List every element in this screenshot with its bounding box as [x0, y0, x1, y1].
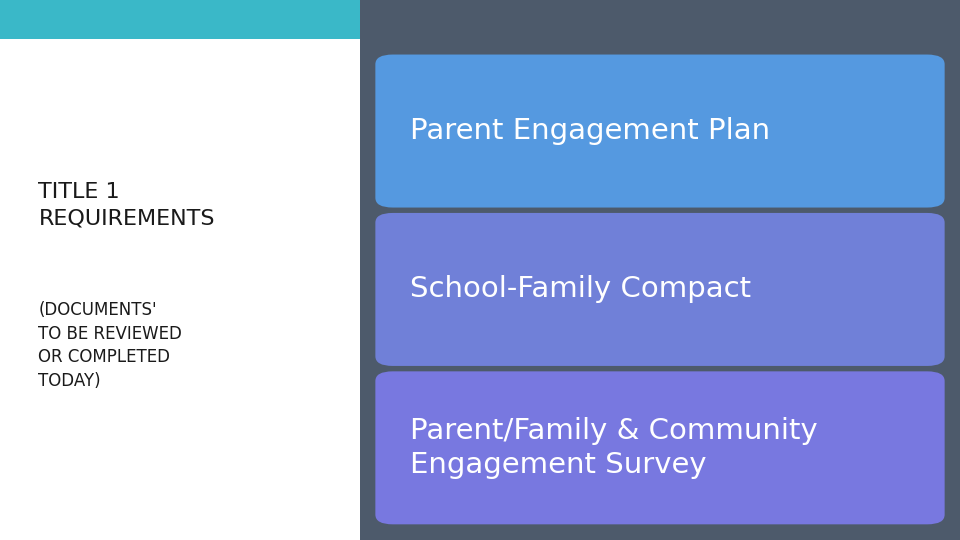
Bar [360, 0, 960, 39]
Text: Parent/Family & Community
Engagement Survey: Parent/Family & Community Engagement Sur… [410, 416, 818, 479]
Text: TITLE 1
REQUIREMENTS: TITLE 1 REQUIREMENTS [38, 182, 215, 228]
FancyBboxPatch shape [375, 372, 945, 524]
Text: Parent Engagement Plan: Parent Engagement Plan [410, 117, 770, 145]
Text: (DOCUMENTS'
TO BE REVIEWED
OR COMPLETED
TODAY): (DOCUMENTS' TO BE REVIEWED OR COMPLETED … [38, 301, 182, 390]
Bar [360, 39, 960, 540]
FancyBboxPatch shape [375, 55, 945, 207]
Bar [0, 0, 360, 39]
Text: School-Family Compact: School-Family Compact [410, 275, 751, 303]
FancyBboxPatch shape [375, 213, 945, 366]
